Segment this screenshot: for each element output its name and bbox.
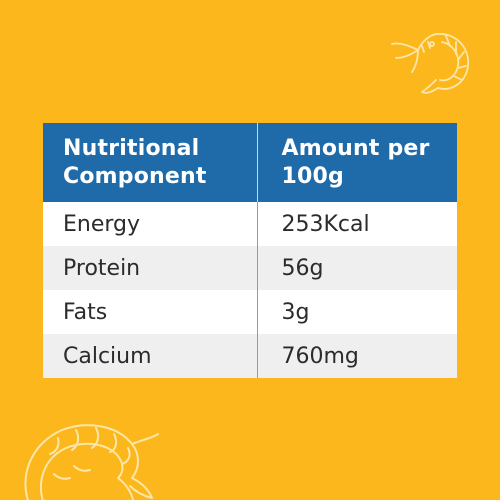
amount-cell: 760mg	[256, 334, 457, 378]
component-cell: Calcium	[43, 334, 257, 378]
table-row: Fats 3g	[43, 290, 457, 334]
table-header-row: Nutritional Component Amount per 100g	[43, 123, 457, 202]
table-row: Calcium 760mg	[43, 334, 457, 378]
shrimp-icon	[391, 33, 469, 94]
header-amount-per-100g: Amount per 100g	[256, 123, 457, 202]
component-cell: Fats	[43, 290, 257, 334]
amount-cell: 3g	[256, 290, 457, 334]
table-row: Energy 253Kcal	[43, 202, 457, 246]
component-cell: Energy	[43, 202, 257, 246]
header-nutritional-component: Nutritional Component	[43, 123, 257, 202]
amount-cell: 56g	[256, 246, 457, 290]
amount-cell: 253Kcal	[256, 202, 457, 246]
nutrition-table: Nutritional Component Amount per 100g En…	[43, 123, 457, 378]
table-row: Protein 56g	[43, 246, 457, 290]
component-cell: Protein	[43, 246, 257, 290]
shrimp-icon	[24, 424, 159, 500]
